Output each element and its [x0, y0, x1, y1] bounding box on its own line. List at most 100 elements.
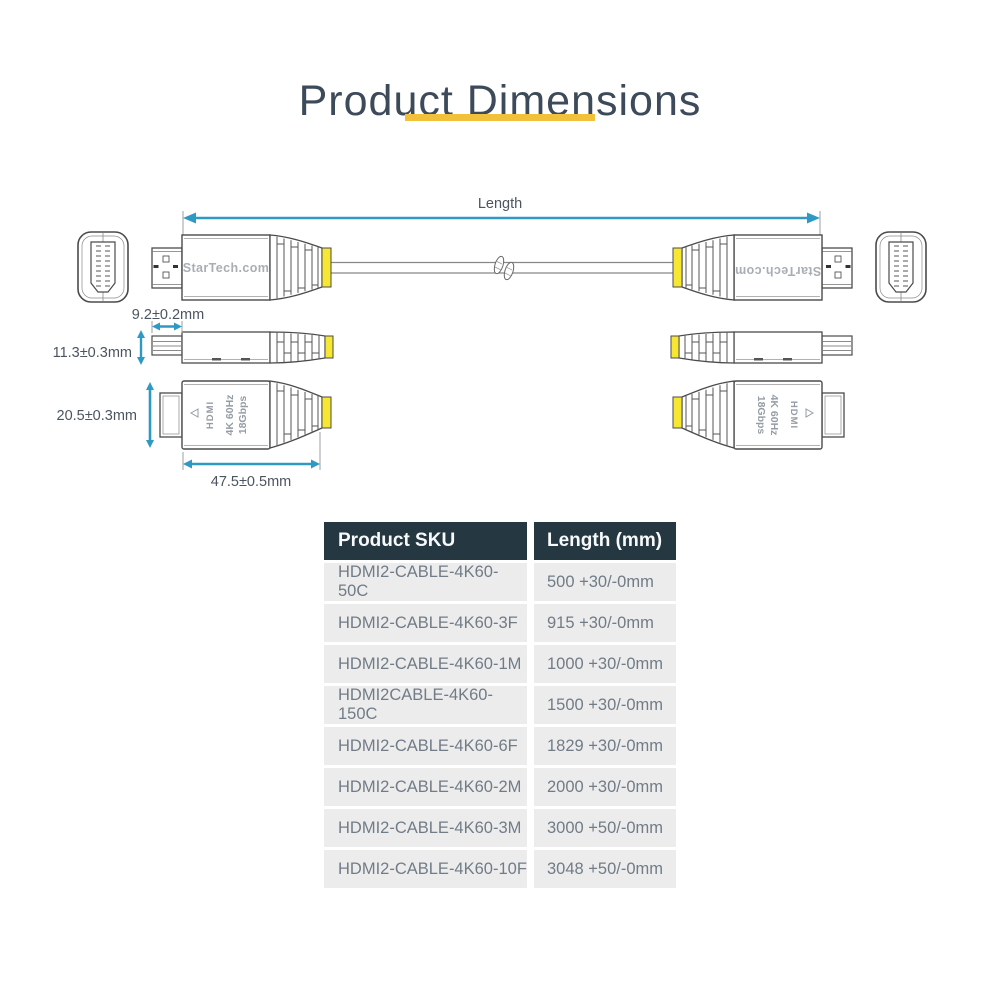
housing-length-label: 47.5±0.5mm	[211, 474, 292, 490]
hdmi-print-right: HDMI	[788, 401, 799, 429]
resolution-print-right: 4K 60Hz	[768, 395, 780, 436]
plug-tip-detail	[162, 271, 170, 279]
connector-height-dimension: 11.3±0.3mm	[53, 330, 145, 365]
cable-break-icon	[503, 261, 515, 281]
strain-relief-texture	[277, 341, 319, 354]
plug-housing-edges	[184, 238, 268, 297]
yellow-band	[321, 247, 332, 288]
strain-relief-ridges	[276, 383, 319, 446]
sku-cell: HDMI2-CABLE-4K60-3F	[324, 604, 527, 642]
sku-cell: HDMI2-CABLE-4K60-10F	[324, 850, 527, 888]
table-row: HDMI2CABLE-4K60-150C 1500 +30/-0mm	[324, 686, 676, 724]
sku-cell: HDMI2-CABLE-4K60-6F	[324, 727, 527, 765]
length-cell: 2000 +30/-0mm	[534, 768, 676, 806]
cable-diagram-svg: Length	[53, 196, 927, 490]
table-row: HDMI2-CABLE-4K60-50C 500 +30/-0mm	[324, 563, 676, 601]
sku-cell: HDMI2-CABLE-4K60-3M	[324, 809, 527, 847]
arrowhead	[174, 322, 182, 331]
bandwidth-print-left: 18Gbps	[237, 396, 249, 435]
column-header-length: Length (mm)	[534, 522, 676, 560]
strain-relief-ridges	[276, 332, 320, 363]
plug-tip-top	[151, 335, 183, 356]
housing-length-dimension: 47.5±0.5mm	[182, 432, 321, 490]
length-cell: 1829 +30/-0mm	[534, 727, 676, 765]
yellow-band	[321, 396, 332, 429]
strain-relief-ridges	[276, 236, 319, 299]
hdmi-port-outline	[90, 241, 116, 293]
plug-tip-contact	[173, 265, 178, 268]
strain-relief-texture	[277, 243, 318, 292]
hdmi-print-left: HDMI	[205, 401, 216, 429]
cable-plug-side-left	[151, 234, 332, 301]
arrowhead	[183, 459, 192, 469]
sku-cell: HDMI2-CABLE-4K60-50C	[324, 563, 527, 601]
housing-mark	[241, 358, 250, 361]
bandwidth-print-right: 18Gbps	[755, 396, 767, 435]
tip-width-dimension: 9.2±0.2mm	[132, 307, 204, 333]
strain-relief	[269, 234, 323, 301]
cable-line	[331, 255, 673, 281]
hdmi-port-pins	[96, 245, 110, 287]
brand-label-right: StarTech.com	[735, 264, 822, 278]
arrowhead	[137, 330, 145, 338]
plug-tip-detail	[162, 255, 170, 263]
connector-height-label: 11.3±0.3mm	[53, 345, 132, 361]
arrowhead	[137, 357, 145, 365]
plug-tip-contact	[153, 265, 159, 268]
arrowhead	[146, 440, 154, 448]
table-body: HDMI2-CABLE-4K60-50C 500 +30/-0mm HDMI2-…	[324, 563, 676, 888]
plug-housing-edges	[184, 384, 268, 446]
brand-label-left: StarTech.com	[183, 261, 270, 275]
plug-tip-edges	[152, 251, 182, 285]
sku-cell: HDMI2CABLE-4K60-150C	[324, 686, 527, 724]
sku-cell: HDMI2-CABLE-4K60-1M	[324, 645, 527, 683]
length-arrowhead-left	[183, 212, 196, 224]
length-cell: 500 +30/-0mm	[534, 563, 676, 601]
cable-break-hatch	[494, 260, 513, 277]
housing-mark	[212, 358, 221, 361]
plug-tip-plates	[153, 341, 181, 351]
table-row: HDMI2-CABLE-4K60-3M 3000 +50/-0mm	[324, 809, 676, 847]
cable-dimensions-diagram: Length	[0, 180, 1000, 510]
tip-width-label: 9.2±0.2mm	[132, 307, 204, 323]
length-dimension: Length	[182, 196, 821, 236]
arrowhead	[146, 382, 154, 390]
length-cell: 3000 +50/-0mm	[534, 809, 676, 847]
strain-relief-texture	[277, 390, 318, 435]
plug-top-view-left	[151, 331, 334, 364]
title-accent-bar	[405, 114, 595, 121]
alignment-triangle-icon	[189, 408, 199, 418]
plug-tip-inner	[162, 395, 180, 435]
table-row: HDMI2-CABLE-4K60-2M 2000 +30/-0mm	[324, 768, 676, 806]
tip-width-extension-lines	[151, 321, 183, 333]
sku-length-table: Product SKU Length (mm) HDMI2-CABLE-4K60…	[324, 522, 676, 891]
table-row: HDMI2-CABLE-4K60-1M 1000 +30/-0mm	[324, 645, 676, 683]
resolution-print-left: 4K 60Hz	[224, 395, 236, 436]
length-label: Length	[478, 196, 522, 212]
cable-break-icon	[493, 255, 505, 275]
hdmi-face-view-right	[875, 231, 927, 303]
arrowhead	[311, 459, 320, 469]
table-row: HDMI2-CABLE-4K60-6F 1829 +30/-0mm	[324, 727, 676, 765]
length-cell: 1000 +30/-0mm	[534, 645, 676, 683]
plug-top-view-right	[670, 331, 853, 364]
housing-length-extension-lines	[182, 432, 321, 470]
sku-cell: HDMI2-CABLE-4K60-2M	[324, 768, 527, 806]
housing-height-dimension: 20.5±0.3mm	[57, 382, 154, 448]
length-extension-lines	[182, 211, 821, 236]
column-header-sku: Product SKU	[324, 522, 527, 560]
housing-height-label: 20.5±0.3mm	[57, 408, 138, 424]
plug-housing-view-left	[159, 380, 332, 450]
arrowhead	[152, 322, 160, 331]
hdmi-face-view-left	[77, 231, 129, 303]
table-row: HDMI2-CABLE-4K60-10F 3048 +50/-0mm	[324, 850, 676, 888]
alignment-triangle-icon	[805, 408, 815, 418]
plug-housing-top	[181, 331, 271, 364]
table-row: HDMI2-CABLE-4K60-3F 915 +30/-0mm	[324, 604, 676, 642]
yellow-band	[324, 335, 334, 359]
length-cell: 1500 +30/-0mm	[534, 686, 676, 724]
length-cell: 3048 +50/-0mm	[534, 850, 676, 888]
length-cell: 915 +30/-0mm	[534, 604, 676, 642]
table-header-row: Product SKU Length (mm)	[324, 522, 676, 560]
